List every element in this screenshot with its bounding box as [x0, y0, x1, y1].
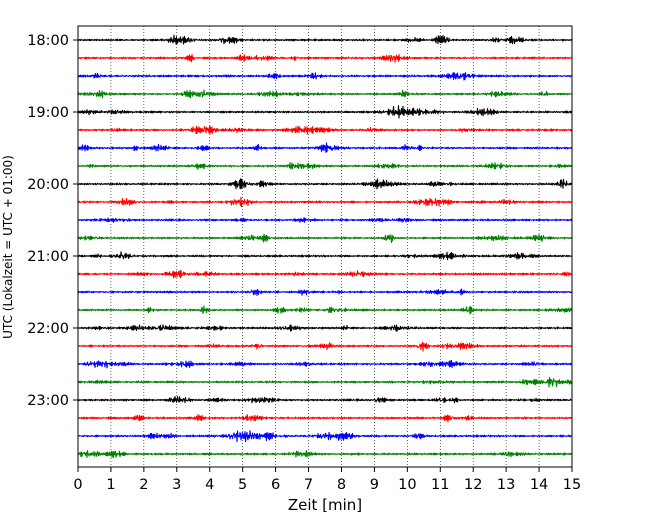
trace-15 [77, 288, 573, 296]
y-tick-label-20:00: 20:00 [27, 177, 69, 193]
trace-3 [77, 72, 573, 81]
trace-23 [77, 430, 573, 443]
trace-21 [77, 395, 573, 404]
trace-17 [77, 324, 573, 332]
trace-19 [77, 359, 573, 369]
y-tick-label-19:00: 19:00 [27, 105, 69, 121]
trace-13 [77, 251, 573, 261]
x-tick-label-14: 14 [530, 477, 548, 493]
trace-4 [77, 89, 573, 99]
trace-14 [77, 270, 573, 279]
x-tick-label-8: 8 [337, 477, 346, 493]
x-tick-label-11: 11 [431, 477, 449, 493]
y-axis-label: UTC (Lokalzeit = UTC + 01:00) [1, 155, 15, 339]
x-tick-label-13: 13 [497, 477, 515, 493]
x-tick-label-7: 7 [304, 477, 313, 493]
x-axis: 0 1 2 3 4 5 6 7 8 9 10 11 12 13 14 15 [73, 467, 581, 493]
x-tick-label-15: 15 [563, 477, 581, 493]
x-tick-label-10: 10 [398, 477, 416, 493]
y-tick-label-18:00: 18:00 [27, 33, 69, 49]
trace-20 [77, 376, 573, 388]
traces-layer [77, 34, 573, 459]
trace-5 [77, 105, 573, 119]
x-tick-label-5: 5 [238, 477, 247, 493]
trace-24 [77, 450, 573, 459]
x-tick-label-12: 12 [464, 477, 482, 493]
x-tick-label-4: 4 [205, 477, 214, 493]
x-tick-label-2: 2 [139, 477, 148, 493]
y-tick-label-22:00: 22:00 [27, 321, 69, 337]
trace-22 [77, 414, 573, 423]
trace-6 [77, 125, 573, 135]
y-tick-label-23:00: 23:00 [27, 393, 69, 409]
trace-18 [77, 341, 573, 352]
trace-1 [77, 34, 573, 45]
trace-2 [77, 53, 573, 63]
x-tick-label-9: 9 [370, 477, 379, 493]
trace-10 [77, 196, 573, 208]
y-tick-label-21:00: 21:00 [27, 249, 69, 265]
trace-16 [77, 305, 573, 315]
trace-12 [77, 233, 573, 243]
x-tick-label-6: 6 [271, 477, 280, 493]
x-tick-label-0: 0 [73, 477, 82, 493]
trace-7 [77, 142, 573, 154]
x-axis-label: Zeit [min] [288, 496, 362, 514]
x-tick-label-1: 1 [106, 477, 115, 493]
plot-frame [77, 25, 573, 468]
y-axis: 18:00 19:00 20:00 21:00 22:00 23:00 [27, 33, 78, 409]
trace-11 [77, 217, 573, 223]
trace-8 [77, 162, 573, 170]
trace-9 [77, 178, 573, 190]
x-tick-label-3: 3 [172, 477, 181, 493]
